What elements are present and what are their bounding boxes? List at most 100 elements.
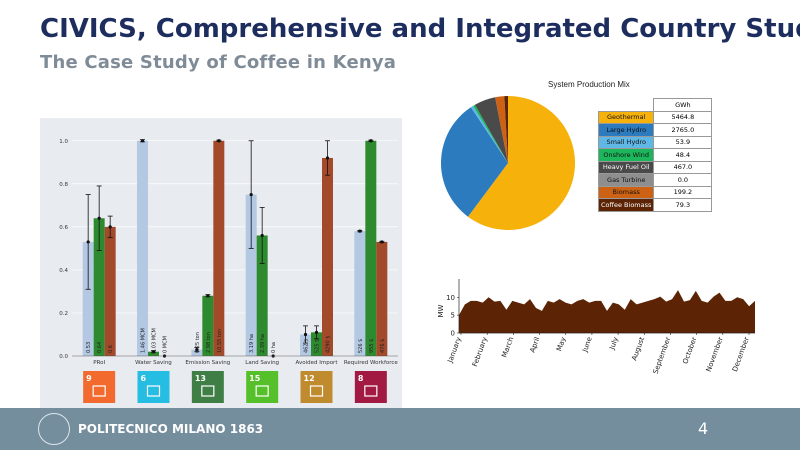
bar-category-label: Required Workforce — [344, 360, 399, 366]
pie-title: System Production Mix — [548, 80, 630, 89]
bar-category-label: Water Saving — [135, 360, 172, 366]
bar-ytick-label: 0.2 — [59, 311, 68, 317]
bar-data-label: 0.6 — [108, 345, 114, 353]
bar-data-label: 3.19 ha — [249, 334, 255, 353]
table-cell-label: Onshore Wind — [597, 148, 655, 162]
svg-text:8: 8 — [358, 374, 364, 383]
bar-data-label: 1.46 MCM — [141, 328, 147, 353]
bar-mean-point — [195, 347, 199, 352]
area-xtick-label: August — [630, 336, 646, 362]
bar-mark — [202, 295, 214, 356]
sdg-goal-icon — [300, 371, 333, 403]
table-row: Onshore Wind 48.4 — [597, 148, 713, 162]
area-xtick-label: December — [731, 336, 751, 373]
bar-mark — [93, 218, 105, 356]
bar-mark — [311, 332, 322, 356]
bar-plot-area — [72, 130, 398, 356]
bar-data-label: 0.53 — [86, 342, 92, 353]
footer-bar — [0, 408, 800, 450]
bar-ytick-label: 0.8 — [59, 182, 68, 188]
bar-mark — [213, 140, 225, 356]
svg-text:9: 9 — [86, 374, 92, 383]
production-mix-table: GWh Geothermal 5464.8 Large Hydro 2765.0 Sma… — [597, 98, 713, 212]
bar-mean-point — [249, 192, 253, 197]
bar-data-label: 0.25 ton — [195, 332, 201, 353]
table-cell-label: Biomass — [597, 185, 655, 199]
table-cell-value: 0.0 — [653, 173, 713, 187]
bar-mean-point — [303, 332, 308, 337]
pie-slice — [467, 96, 575, 230]
sdg-goal-icon — [137, 371, 170, 403]
bar-mark — [104, 226, 116, 356]
table-row: Large Hydro 2765.0 — [597, 123, 713, 137]
pie-slice — [441, 107, 508, 217]
bar-mark — [365, 140, 377, 356]
table-cell-value: 53.9 — [653, 135, 713, 149]
table-row: Coffee Biomass 79.3 — [597, 198, 713, 212]
bar-mark — [191, 349, 203, 356]
svg-text:15: 15 — [249, 374, 261, 383]
pie-chart — [441, 96, 575, 230]
bar-data-label: 0.03 MCM — [152, 328, 158, 353]
bar-mean-point — [325, 156, 330, 160]
bar-category-label: PRoI — [93, 360, 105, 366]
bar-data-label: 0 MCM — [163, 336, 169, 353]
bar-mean-point — [380, 240, 384, 244]
bar-chart-panel: Eco-pulpersShading TreesBiomass 0.00.20.… — [40, 118, 402, 408]
slide-title: CIVICS, Comprehensive and Integrated Cou… — [40, 14, 800, 44]
bar-ytick-label: 1.0 — [59, 139, 68, 145]
svg-text:13: 13 — [195, 374, 206, 383]
bar-ytick-label: 0.0 — [59, 354, 68, 360]
bar-data-label: 476 $ — [380, 339, 386, 353]
area-ytick-label: 10 — [446, 294, 455, 302]
bar-mark — [354, 231, 366, 356]
area-ytick-label: 5 — [451, 312, 455, 320]
table-cell-label: Coffee Biomass — [597, 198, 655, 212]
table-cell-label: Geothermal — [597, 110, 655, 124]
area-series — [459, 290, 755, 333]
bar-mean-point — [108, 225, 112, 229]
table-cell-label: Large Hydro — [597, 123, 655, 137]
area-xtick-label: March — [500, 336, 515, 359]
area-ytick-label: 0 — [451, 330, 455, 338]
bar-category-label: Emission Saving — [185, 360, 230, 366]
bar-mean-point — [151, 350, 156, 354]
bar-mark — [256, 235, 268, 356]
bar-mean-point — [358, 229, 362, 233]
bar-mean-point — [86, 240, 90, 244]
table-cell-label: Small Hydro — [597, 135, 655, 149]
bar-mean-point — [217, 139, 221, 143]
bar-mean-point — [369, 139, 373, 143]
area-xtick-label: May — [555, 336, 567, 352]
bar-mean-point — [97, 216, 101, 220]
svg-text:6: 6 — [141, 374, 147, 383]
bar-mark — [148, 351, 159, 356]
area-xtick-label: July — [608, 336, 620, 352]
area-xtick-label: November — [705, 336, 725, 373]
bar-mean-point — [140, 139, 145, 143]
bar-mark — [376, 241, 388, 356]
area-xtick-label: February — [471, 336, 489, 368]
bar-mark — [82, 241, 94, 356]
sdg-goal-icon — [83, 371, 116, 403]
bar-data-label: 0 ha — [271, 342, 277, 353]
area-xtick-label: September — [652, 336, 673, 375]
table-cell-value: 5464.8 — [653, 110, 713, 124]
bar-mean-point — [206, 294, 210, 298]
bar-mean-point — [314, 330, 319, 334]
bar-chart: Eco-pulpersShading TreesBiomass 0.00.20.… — [59, 130, 399, 403]
bar-data-label: 955 $ — [369, 339, 375, 353]
table-cell-label: Heavy Fuel Oil — [597, 160, 655, 174]
bar-category-label: Land Saving — [245, 360, 279, 366]
bar-data-label: 10.55 ton — [217, 329, 223, 353]
sdg-goal-icon — [246, 371, 279, 403]
pie-slice — [504, 96, 508, 163]
bar-ytick-label: 0.6 — [59, 225, 68, 231]
table-cell-value: 467.0 — [653, 160, 713, 174]
bar-data-label: 462 $ — [304, 339, 310, 353]
svg-text:12: 12 — [304, 374, 315, 383]
bar-data-label: 2.39 ha — [260, 334, 266, 353]
pie-slice — [473, 104, 508, 163]
table-cell-value: 48.4 — [653, 148, 713, 162]
